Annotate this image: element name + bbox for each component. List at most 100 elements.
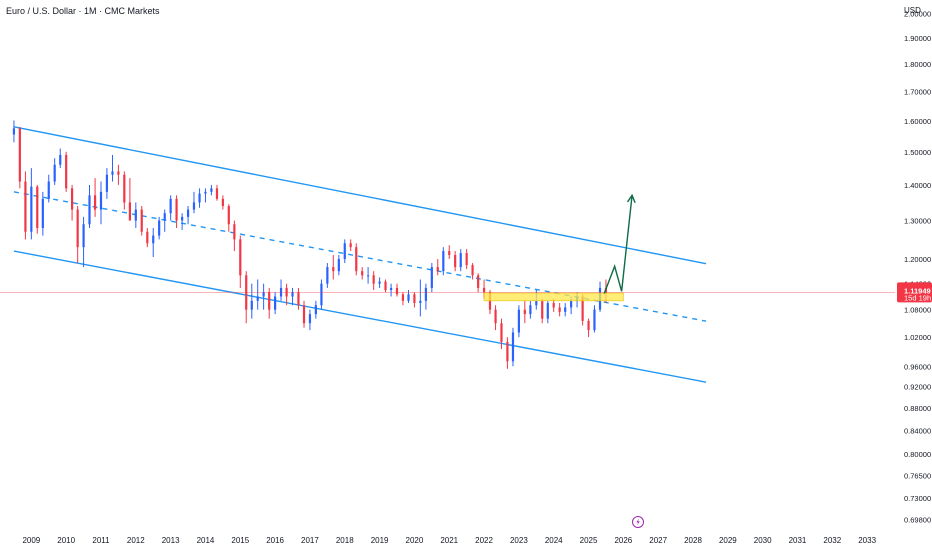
x-tick-label: 2018 [336, 536, 354, 545]
x-tick-label: 2010 [57, 536, 75, 545]
candle-body [587, 320, 590, 331]
x-tick-label: 2030 [754, 536, 772, 545]
candle [221, 195, 224, 210]
candle [366, 267, 370, 284]
candle [59, 148, 62, 169]
candle [308, 309, 312, 331]
candle-body [291, 292, 294, 297]
candle-body [158, 220, 161, 236]
candle-body [535, 300, 538, 306]
x-tick-label: 2025 [580, 536, 598, 545]
candle [227, 204, 230, 232]
candle [593, 305, 596, 333]
candle [395, 283, 399, 297]
y-tick-label: 0.88000 [904, 404, 931, 413]
candle [361, 267, 364, 280]
currency-label: USD [904, 6, 921, 15]
candle-body [70, 188, 74, 210]
candle-body [128, 202, 131, 221]
price-axis[interactable]: USD 2.00000 1.90000 1.80000 1.70000 1.60000 1… [904, 6, 931, 524]
candle-body [581, 296, 584, 321]
candle-body [343, 243, 346, 260]
candle-body [146, 231, 149, 244]
candle [424, 283, 428, 310]
candle-body [256, 296, 259, 301]
candle [105, 168, 109, 199]
candle [302, 300, 306, 328]
x-tick-label: 2028 [684, 536, 702, 545]
x-tick-label: 2014 [197, 536, 215, 545]
candle [175, 195, 178, 229]
candle-body [99, 191, 103, 210]
candle-body [198, 193, 201, 203]
candle [546, 300, 549, 324]
candle-body [529, 305, 532, 315]
candle [459, 249, 462, 272]
candle-body [268, 292, 271, 310]
candle-body [227, 205, 230, 225]
candle-body [326, 267, 329, 284]
x-tick-label: 2033 [858, 536, 876, 545]
candle [163, 209, 166, 232]
candle-body [30, 186, 33, 232]
last-price-value: 1.11949 [904, 286, 931, 295]
candle [320, 279, 323, 310]
x-tick-label: 2009 [22, 536, 40, 545]
candle-body [250, 300, 253, 310]
y-tick-label: 1.60000 [904, 117, 931, 126]
x-tick-label: 2015 [231, 536, 249, 545]
event-marker[interactable] [632, 516, 644, 528]
candle [18, 126, 21, 189]
candle [239, 235, 242, 288]
x-tick-label: 2023 [510, 536, 528, 545]
candle [471, 263, 474, 280]
y-tick-label: 1.70000 [904, 88, 931, 97]
candle-body [349, 243, 352, 248]
candle-body [523, 309, 526, 315]
candle-body [233, 224, 236, 240]
candle [564, 303, 567, 317]
candle-body [59, 154, 62, 165]
candle [47, 174, 50, 203]
channel-lines [13, 126, 707, 383]
candle-body [105, 174, 109, 192]
candle [279, 279, 283, 301]
candle [88, 184, 91, 229]
candle [337, 255, 340, 276]
candle-body [314, 305, 317, 315]
y-tick-label: 1.50000 [904, 148, 931, 157]
candle-body [355, 247, 358, 272]
candle [355, 243, 358, 276]
y-tick-label: 0.92000 [904, 383, 931, 392]
resistance-zone [483, 292, 624, 302]
candle [332, 255, 335, 280]
candle [262, 283, 265, 310]
candle [297, 287, 300, 310]
candle [523, 300, 526, 324]
candle-body [378, 281, 381, 284]
candle [517, 305, 520, 338]
candle [442, 247, 445, 276]
y-tick-label: 0.69800 [904, 515, 931, 524]
candle-body [517, 309, 520, 333]
x-tick-label: 2022 [475, 536, 493, 545]
candle [134, 202, 137, 229]
candle [76, 205, 79, 264]
candle-body [570, 300, 573, 308]
projection-arrowhead [626, 193, 636, 204]
candle-body [430, 267, 433, 288]
candles [12, 120, 608, 369]
x-tick-label: 2024 [545, 536, 563, 545]
candle-body [552, 303, 555, 308]
candle-body [506, 341, 509, 362]
candle [123, 171, 126, 210]
time-axis[interactable]: 2009 2010 2011 2012 2013 2014 2015 2016 2017 2018… [22, 536, 876, 545]
candle [401, 292, 405, 306]
candle [93, 178, 97, 217]
candle [198, 188, 201, 208]
candle-body [239, 239, 242, 276]
candle [30, 168, 33, 240]
candle-body [210, 188, 213, 192]
candle [146, 228, 149, 248]
